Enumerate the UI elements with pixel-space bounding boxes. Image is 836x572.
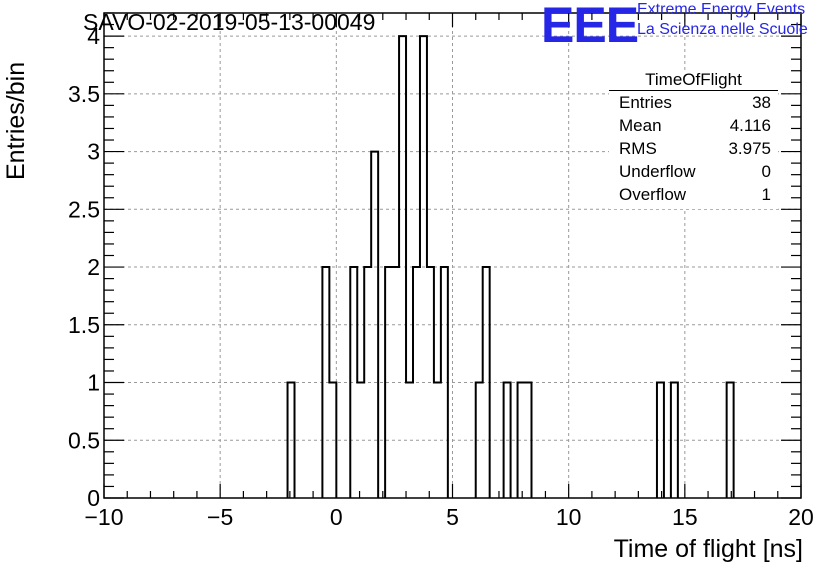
y-tick-label: 0 bbox=[87, 485, 100, 511]
axis-ticks bbox=[103, 12, 802, 499]
stats-title: TimeOfFlight bbox=[645, 70, 742, 89]
x-tick-label: 10 bbox=[556, 504, 582, 530]
y-tick-label: 2.5 bbox=[68, 196, 100, 222]
stats-label: Entries bbox=[619, 93, 672, 112]
histogram-outline bbox=[286, 35, 735, 498]
logo-line-1: Extreme Energy Events bbox=[637, 1, 806, 18]
x-axis-title: Time of flight [ns] bbox=[613, 535, 803, 563]
stats-divider bbox=[609, 90, 778, 91]
y-tick-label: 3.5 bbox=[68, 81, 100, 107]
y-tick-label: 3 bbox=[87, 139, 100, 165]
x-tick-label: 20 bbox=[788, 504, 814, 530]
logo-line-2: La Scienza nelle Scuole bbox=[637, 21, 808, 38]
stats-box: TimeOfFlight Entries 38 Mean 4.116 RMS 3… bbox=[609, 70, 778, 209]
stats-label: Overflow bbox=[619, 185, 687, 204]
y-tick-label: 1.5 bbox=[68, 312, 100, 338]
stats-value: 0 bbox=[761, 162, 771, 181]
stats-value: 38 bbox=[752, 93, 771, 112]
y-axis-title: Entries/bin bbox=[2, 61, 30, 180]
grid-lines bbox=[104, 13, 801, 498]
x-tick-label: 0 bbox=[330, 504, 343, 530]
x-tick-label: 15 bbox=[672, 504, 698, 530]
y-tick-label: 2 bbox=[87, 254, 100, 280]
y-tick-label: 1 bbox=[87, 370, 100, 396]
y-tick-label: 4 bbox=[87, 23, 100, 49]
chart-title: SAVO-02-2019-05-13-00049 bbox=[83, 9, 376, 35]
x-tick-label: −5 bbox=[207, 504, 233, 530]
stats-label: Mean bbox=[619, 116, 662, 135]
stats-label: RMS bbox=[619, 139, 657, 158]
stats-value: 3.975 bbox=[728, 139, 771, 158]
x-tick-labels: −10 −5 0 5 10 15 20 bbox=[84, 504, 813, 530]
y-tick-label: 0.5 bbox=[68, 427, 100, 453]
x-tick-label: −10 bbox=[84, 504, 123, 530]
x-tick-label: 5 bbox=[446, 504, 459, 530]
eee-logo: EEE bbox=[541, 0, 639, 53]
stats-value: 4.116 bbox=[729, 116, 771, 135]
stats-label: Underflow bbox=[619, 162, 696, 181]
stats-value: 1 bbox=[761, 185, 771, 204]
y-tick-labels: 0 0.5 1 1.5 2 2.5 3 3.5 4 bbox=[68, 23, 100, 511]
